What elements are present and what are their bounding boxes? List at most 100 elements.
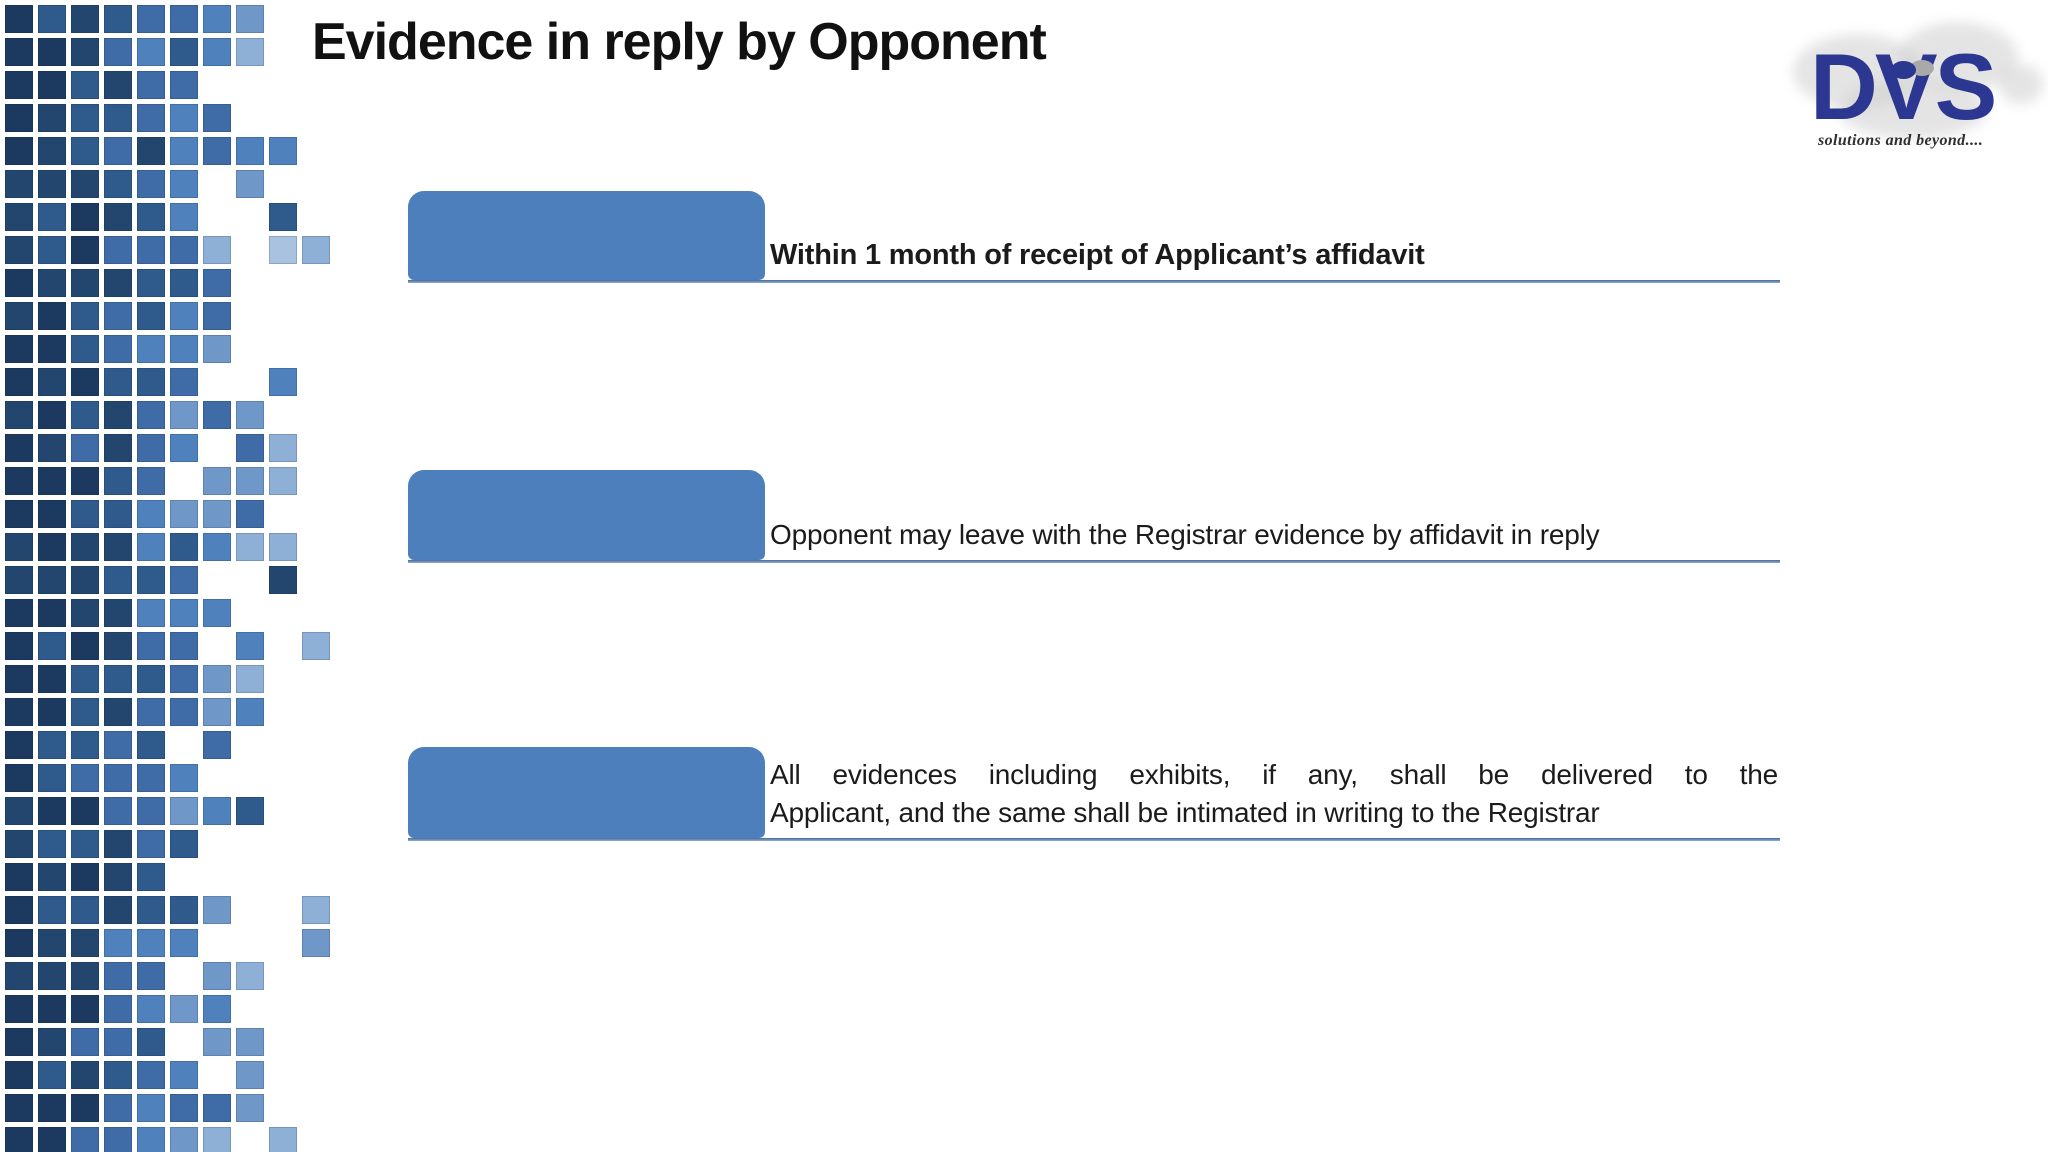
mosaic-square xyxy=(170,401,198,429)
mosaic-square xyxy=(38,1028,66,1056)
mosaic-square xyxy=(104,599,132,627)
mosaic-square xyxy=(170,1127,198,1152)
item-text-line: Opponent may leave with the Registrar ev… xyxy=(770,519,1600,550)
mosaic-square xyxy=(137,401,165,429)
mosaic-square xyxy=(137,434,165,462)
mosaic-square xyxy=(170,764,198,792)
mosaic-square xyxy=(5,401,33,429)
mosaic-square xyxy=(71,632,99,660)
mosaic-square xyxy=(5,1094,33,1122)
mosaic-square xyxy=(38,929,66,957)
mosaic-square xyxy=(137,533,165,561)
mosaic-square xyxy=(170,5,198,33)
mosaic-square xyxy=(137,599,165,627)
mosaic-square xyxy=(5,236,33,264)
item-text: Within 1 month of receipt of Applicant’s… xyxy=(770,236,1778,274)
mosaic-square xyxy=(104,5,132,33)
mosaic-square xyxy=(38,236,66,264)
mosaic-square xyxy=(170,830,198,858)
mosaic-square xyxy=(38,995,66,1023)
item-text-line: All evidences including exhibits, if any… xyxy=(770,759,1778,790)
mosaic-square xyxy=(71,698,99,726)
mosaic-square xyxy=(137,203,165,231)
mosaic-square xyxy=(104,995,132,1023)
mosaic-square xyxy=(203,38,231,66)
mosaic-square xyxy=(71,599,99,627)
mosaic-square xyxy=(236,533,264,561)
mosaic-square xyxy=(269,1127,297,1152)
mosaic-square xyxy=(236,137,264,165)
mosaic-square xyxy=(137,995,165,1023)
mosaic-square xyxy=(104,335,132,363)
mosaic-square xyxy=(71,995,99,1023)
mosaic-square xyxy=(137,104,165,132)
mosaic-square xyxy=(5,137,33,165)
decorative-mosaic xyxy=(5,5,341,1152)
mosaic-square xyxy=(104,137,132,165)
item-text: All evidences including exhibits, if any… xyxy=(770,756,1778,832)
mosaic-square xyxy=(137,962,165,990)
mosaic-square xyxy=(170,698,198,726)
mosaic-square xyxy=(203,698,231,726)
mosaic-square xyxy=(170,665,198,693)
mosaic-square xyxy=(5,731,33,759)
mosaic-square xyxy=(104,863,132,891)
mosaic-square xyxy=(137,500,165,528)
mosaic-square xyxy=(137,1061,165,1089)
mosaic-square xyxy=(236,1028,264,1056)
mosaic-square xyxy=(71,104,99,132)
mosaic-square xyxy=(203,5,231,33)
mosaic-square xyxy=(71,1028,99,1056)
mosaic-square xyxy=(104,929,132,957)
mosaic-square xyxy=(38,401,66,429)
item-marker-shape xyxy=(408,191,765,280)
mosaic-square xyxy=(104,665,132,693)
item-text-line: Within 1 month of receipt of Applicant’s… xyxy=(770,239,1425,271)
mosaic-square xyxy=(137,5,165,33)
mosaic-square xyxy=(170,632,198,660)
mosaic-square xyxy=(170,599,198,627)
mosaic-square xyxy=(5,5,33,33)
mosaic-square xyxy=(38,731,66,759)
mosaic-square xyxy=(170,368,198,396)
item-marker-shape xyxy=(408,470,765,560)
mosaic-square xyxy=(170,104,198,132)
mosaic-square xyxy=(104,731,132,759)
mosaic-square xyxy=(170,995,198,1023)
mosaic-square xyxy=(137,1094,165,1122)
mosaic-square xyxy=(71,764,99,792)
mosaic-square xyxy=(170,170,198,198)
item-text: Opponent may leave with the Registrar ev… xyxy=(770,516,1778,554)
mosaic-square xyxy=(38,698,66,726)
mosaic-square xyxy=(5,599,33,627)
mosaic-square xyxy=(104,632,132,660)
mosaic-square xyxy=(71,71,99,99)
mosaic-square xyxy=(203,335,231,363)
mosaic-square xyxy=(71,5,99,33)
mosaic-square xyxy=(71,929,99,957)
mosaic-square xyxy=(236,698,264,726)
mosaic-square xyxy=(71,434,99,462)
mosaic-square xyxy=(170,929,198,957)
mosaic-square xyxy=(38,137,66,165)
mosaic-square xyxy=(170,38,198,66)
mosaic-square xyxy=(38,5,66,33)
mosaic-square xyxy=(170,71,198,99)
mosaic-square xyxy=(137,797,165,825)
mosaic-square xyxy=(5,170,33,198)
mosaic-square xyxy=(302,236,330,264)
mosaic-square xyxy=(269,368,297,396)
mosaic-square xyxy=(170,137,198,165)
mosaic-square xyxy=(5,500,33,528)
mosaic-square xyxy=(71,1061,99,1089)
mosaic-square xyxy=(38,863,66,891)
mosaic-square xyxy=(71,203,99,231)
mosaic-square xyxy=(104,797,132,825)
mosaic-square xyxy=(104,533,132,561)
mosaic-square xyxy=(203,467,231,495)
mosaic-square xyxy=(38,1061,66,1089)
mosaic-square xyxy=(137,71,165,99)
logo-person-dot-icon xyxy=(1891,61,1916,79)
mosaic-square xyxy=(137,335,165,363)
